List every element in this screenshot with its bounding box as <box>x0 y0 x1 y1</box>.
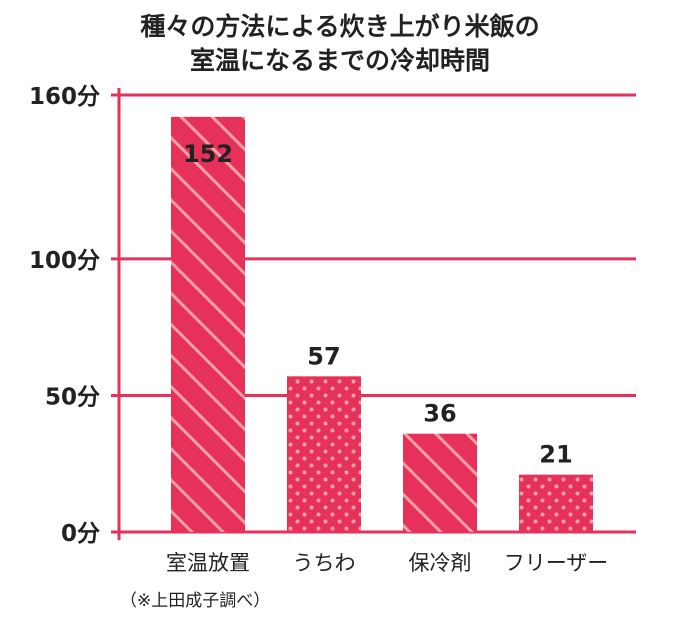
bar-value-label: 21 <box>539 441 572 469</box>
source-note: （※上田成子調べ） <box>120 591 271 611</box>
bar-value-label: 36 <box>423 400 456 428</box>
bar-value-label: 57 <box>307 342 340 370</box>
y-tick-label: 100分 <box>29 248 100 274</box>
chart-title-line-1: 種々の方法による炊き上がり米飯の <box>140 12 540 41</box>
bars <box>171 116 593 532</box>
x-category-label: フリーザー <box>504 551 609 575</box>
x-category-label: うちわ <box>293 551 356 575</box>
y-tick-label: 50分 <box>45 384 100 410</box>
y-tick-label: 160分 <box>29 84 100 110</box>
labels: 0分 50分 100分 160分 152 室温放置 57 うちわ 36 保冷剤 21 フリーザー <box>29 84 608 575</box>
x-category-label: 室温放置 <box>166 551 250 575</box>
bar <box>519 474 593 532</box>
chart-title-line-2: 室温になるまでの冷却時間 <box>189 46 490 75</box>
y-tick-label: 0分 <box>61 521 100 547</box>
x-category-label: 保冷剤 <box>409 551 472 575</box>
bar <box>403 433 477 532</box>
bar <box>287 376 361 532</box>
bar-value-label: 152 <box>183 140 233 168</box>
chart-title: 種々の方法による炊き上がり米飯の 室温になるまでの冷却時間 <box>0 10 680 78</box>
bar <box>171 116 245 532</box>
